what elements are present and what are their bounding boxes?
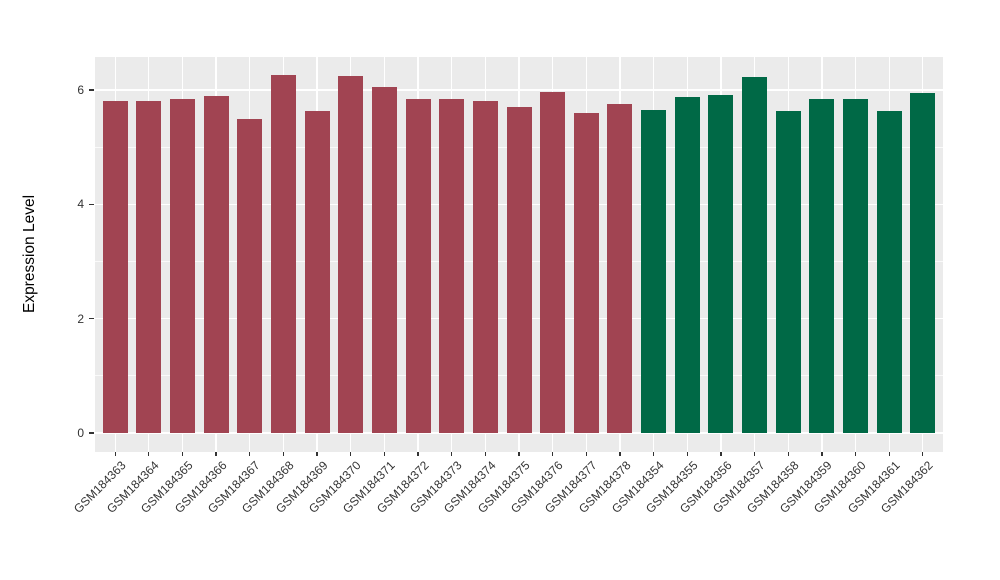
bar	[169, 99, 195, 433]
x-tick-mark	[686, 452, 688, 456]
bar	[674, 96, 700, 433]
x-tick-mark	[821, 452, 823, 456]
x-tick-mark	[417, 452, 419, 456]
y-tick-mark	[89, 203, 94, 205]
y-axis-title: Expression Level	[21, 194, 38, 314]
bar	[472, 100, 498, 433]
bar	[304, 110, 330, 433]
bar	[641, 110, 667, 433]
plot-panel	[95, 57, 943, 452]
x-tick-mark	[888, 452, 890, 456]
x-tick-mark	[585, 452, 587, 456]
y-tick-label: 0	[77, 426, 84, 440]
x-tick-mark	[484, 452, 486, 456]
bar	[843, 99, 868, 433]
x-tick-mark	[383, 452, 386, 456]
y-tick-label: 6	[77, 82, 84, 97]
x-tick-mark	[552, 452, 554, 456]
y-tick-mark	[89, 89, 94, 91]
bar	[439, 98, 465, 433]
x-tick-mark	[922, 452, 924, 456]
bar	[607, 104, 633, 433]
bar	[708, 94, 734, 433]
x-tick-mark	[114, 452, 116, 456]
x-tick-mark	[282, 452, 285, 456]
x-tick-mark	[350, 452, 352, 456]
bar	[102, 100, 128, 433]
bar	[506, 107, 532, 433]
bar	[371, 87, 397, 433]
bar	[540, 92, 566, 433]
bar	[809, 98, 835, 433]
bar	[203, 95, 229, 433]
x-tick-mark	[753, 452, 756, 456]
bar	[775, 111, 801, 433]
x-tick-mark	[181, 452, 184, 456]
x-tick-mark	[720, 452, 722, 456]
x-tick-mark	[451, 452, 453, 456]
y-tick-label: 4	[77, 197, 84, 212]
y-major-gridline	[95, 89, 943, 91]
x-tick-mark	[148, 452, 150, 456]
bar	[573, 112, 599, 433]
bar	[338, 76, 364, 433]
bar	[270, 75, 296, 433]
bar	[742, 77, 768, 433]
bar	[237, 118, 263, 433]
bar	[910, 93, 936, 433]
bar	[136, 100, 162, 433]
x-tick-mark	[518, 452, 520, 456]
y-tick-mark	[89, 432, 94, 434]
x-tick-mark	[787, 452, 789, 456]
x-tick-mark	[619, 452, 621, 456]
x-tick-mark	[215, 452, 217, 456]
x-tick-mark	[249, 452, 251, 456]
bar	[405, 99, 431, 433]
x-tick-mark	[854, 452, 857, 456]
y-tick-mark	[89, 318, 94, 320]
x-tick-mark	[316, 452, 318, 456]
bar	[876, 110, 902, 433]
y-tick-label: 2	[77, 311, 84, 326]
x-tick-mark	[652, 452, 655, 456]
